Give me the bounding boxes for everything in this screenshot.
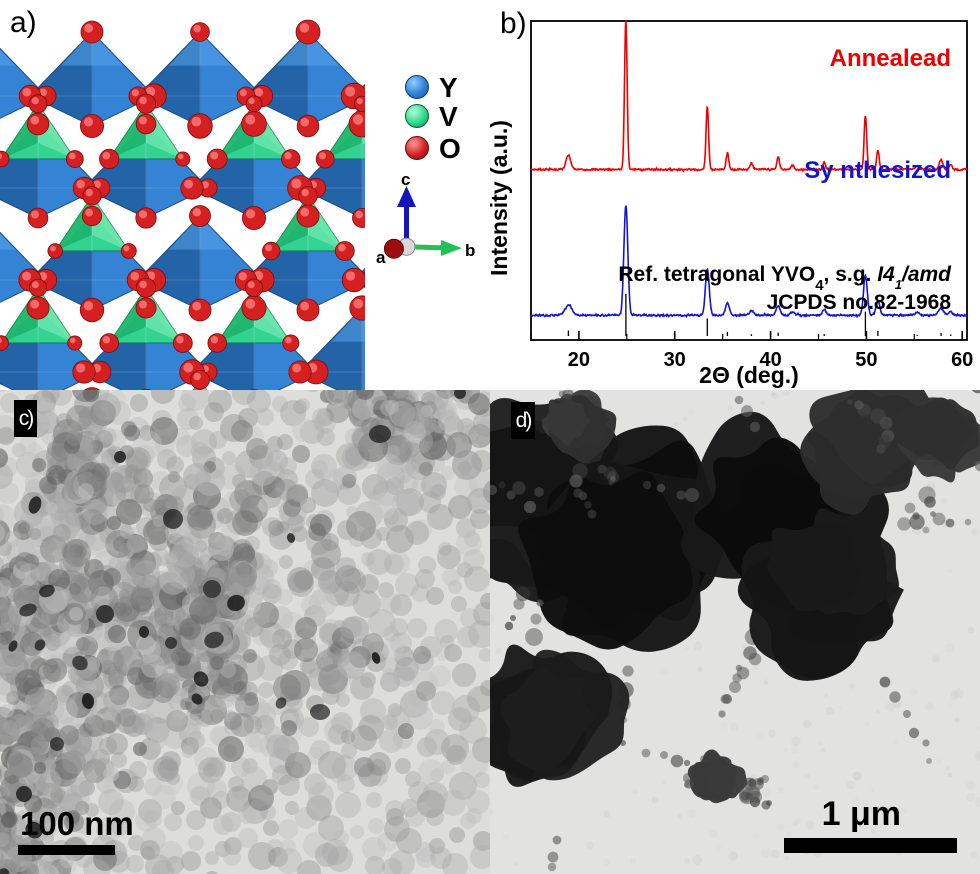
svg-text:20: 20 <box>568 349 590 371</box>
svg-text:Intensity (a.u.): Intensity (a.u.) <box>490 120 512 276</box>
svg-text:60: 60 <box>951 349 973 371</box>
svg-text:a: a <box>376 248 386 267</box>
svg-text:50: 50 <box>855 349 877 371</box>
svg-text:Annealead: Annealead <box>830 45 951 72</box>
svg-text:2Θ (deg.): 2Θ (deg.) <box>699 362 799 388</box>
svg-text:b): b) <box>500 7 527 40</box>
svg-text:Ref. tetragonal YVO4, s.g. I41: Ref. tetragonal YVO4, s.g. I41/amd <box>618 263 952 294</box>
svg-text:JCPDS no.82-1968: JCPDS no.82-1968 <box>767 291 952 314</box>
svg-text:Sy nthesized: Sy nthesized <box>804 157 951 184</box>
svg-text:c: c <box>401 170 410 189</box>
svg-text:b: b <box>465 241 475 260</box>
svg-text:30: 30 <box>664 349 686 371</box>
